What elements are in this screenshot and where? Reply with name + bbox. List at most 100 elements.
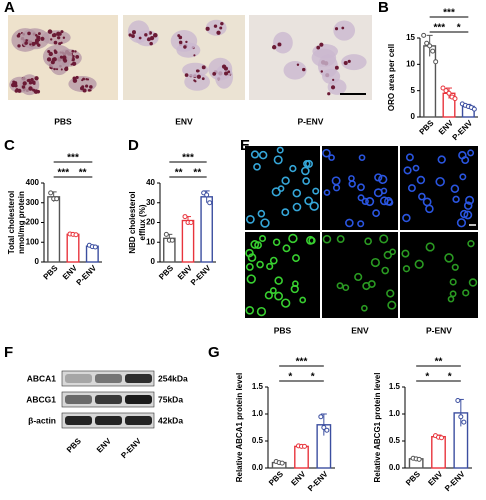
lipid-droplet bbox=[75, 54, 80, 59]
blot-protein: ABCG1 bbox=[26, 394, 56, 404]
cell bbox=[361, 304, 368, 312]
x-tick-label: ENV bbox=[289, 469, 307, 487]
lipid-droplet bbox=[320, 70, 323, 73]
cell bbox=[387, 300, 397, 310]
lipid-droplet bbox=[32, 88, 36, 92]
cell bbox=[403, 166, 412, 175]
significance-label: *** bbox=[67, 153, 79, 164]
blot-protein: ABCA1 bbox=[27, 373, 57, 383]
y-tick-label: 0.5 bbox=[252, 436, 264, 445]
lipid-droplet bbox=[31, 41, 36, 46]
bar bbox=[431, 435, 446, 469]
y-tick-label: 300 bbox=[26, 198, 40, 207]
y-tick-label: 400 bbox=[26, 178, 40, 187]
lipid-droplet bbox=[50, 60, 55, 65]
band bbox=[95, 395, 122, 404]
cell bbox=[341, 54, 367, 71]
lipid-droplet bbox=[195, 69, 200, 73]
lipid-droplet bbox=[52, 57, 57, 62]
lipid-droplet bbox=[17, 44, 21, 48]
cell bbox=[463, 201, 473, 210]
cell bbox=[367, 280, 376, 288]
lipid-droplet bbox=[227, 70, 231, 74]
x-tick-label: P-ENV bbox=[451, 118, 475, 142]
cell bbox=[348, 175, 355, 182]
y-tick-label: 200 bbox=[26, 218, 40, 227]
lipid-droplet bbox=[57, 36, 61, 40]
blot-size: 42kDa bbox=[158, 415, 183, 425]
x-tick-label: P-ENV bbox=[75, 263, 99, 287]
lipid-droplet bbox=[71, 49, 75, 53]
cell bbox=[274, 291, 284, 301]
cell bbox=[461, 156, 470, 165]
lipid-droplet bbox=[213, 24, 218, 28]
cell bbox=[266, 262, 274, 271]
significance-label: ** bbox=[175, 168, 183, 179]
cell bbox=[301, 166, 310, 176]
cell bbox=[435, 176, 445, 187]
bar bbox=[423, 45, 437, 118]
data-point bbox=[324, 427, 330, 433]
lipid-droplet bbox=[183, 45, 187, 49]
image-label: ENV bbox=[175, 116, 193, 126]
blot-size: 254kDa bbox=[158, 373, 188, 383]
cell bbox=[450, 184, 460, 193]
cell bbox=[42, 44, 73, 69]
cell bbox=[456, 218, 467, 228]
lipid-droplet bbox=[60, 30, 64, 34]
data-point bbox=[188, 220, 194, 225]
lipid-droplet bbox=[72, 76, 77, 81]
lipid-droplet bbox=[81, 79, 84, 82]
data-point bbox=[430, 48, 436, 54]
data-point bbox=[461, 419, 467, 425]
lane-label: P-ENV bbox=[119, 436, 143, 460]
cell bbox=[245, 214, 255, 224]
lipid-droplet bbox=[47, 49, 51, 54]
cell bbox=[418, 192, 426, 201]
lipid-droplet bbox=[27, 78, 31, 82]
cell bbox=[365, 197, 375, 207]
lipid-droplet bbox=[296, 63, 300, 66]
lipid-droplet bbox=[14, 84, 18, 88]
cell bbox=[373, 188, 383, 198]
cell bbox=[345, 218, 354, 228]
y-axis-label: efflux (%) bbox=[138, 204, 147, 240]
cell bbox=[332, 184, 341, 192]
lipid-droplet bbox=[63, 59, 67, 63]
lipid-droplet bbox=[332, 78, 335, 82]
data-point bbox=[443, 88, 449, 94]
cell bbox=[281, 176, 290, 185]
cell bbox=[312, 187, 320, 195]
y-tick-label: 1.5 bbox=[252, 382, 264, 391]
data-point bbox=[163, 231, 169, 237]
lipid-droplet bbox=[319, 42, 324, 47]
cell bbox=[358, 154, 366, 161]
cell bbox=[182, 62, 209, 78]
lipid-droplet bbox=[40, 36, 45, 41]
lipid-droplet bbox=[70, 63, 73, 66]
y-tick-label: 0.5 bbox=[389, 436, 401, 445]
cell bbox=[328, 154, 335, 161]
cell bbox=[468, 278, 478, 287]
lipid-droplet bbox=[34, 38, 40, 43]
cell bbox=[282, 244, 291, 253]
cell bbox=[253, 162, 261, 171]
bar bbox=[200, 196, 213, 263]
cell bbox=[273, 31, 293, 54]
cell bbox=[402, 265, 411, 273]
lipid-droplet bbox=[201, 77, 205, 81]
cell bbox=[273, 155, 283, 165]
cell bbox=[271, 187, 281, 197]
cell bbox=[269, 287, 277, 294]
data-point bbox=[421, 32, 427, 38]
lipid-droplet bbox=[347, 59, 351, 63]
cell bbox=[20, 28, 50, 50]
lipid-droplet bbox=[146, 37, 151, 42]
lipid-droplet bbox=[277, 42, 282, 47]
cell bbox=[407, 184, 416, 193]
cell bbox=[333, 20, 356, 41]
cell bbox=[322, 234, 332, 244]
cell bbox=[247, 253, 257, 262]
lipid-droplet bbox=[184, 73, 189, 77]
lipid-droplet bbox=[22, 81, 27, 86]
